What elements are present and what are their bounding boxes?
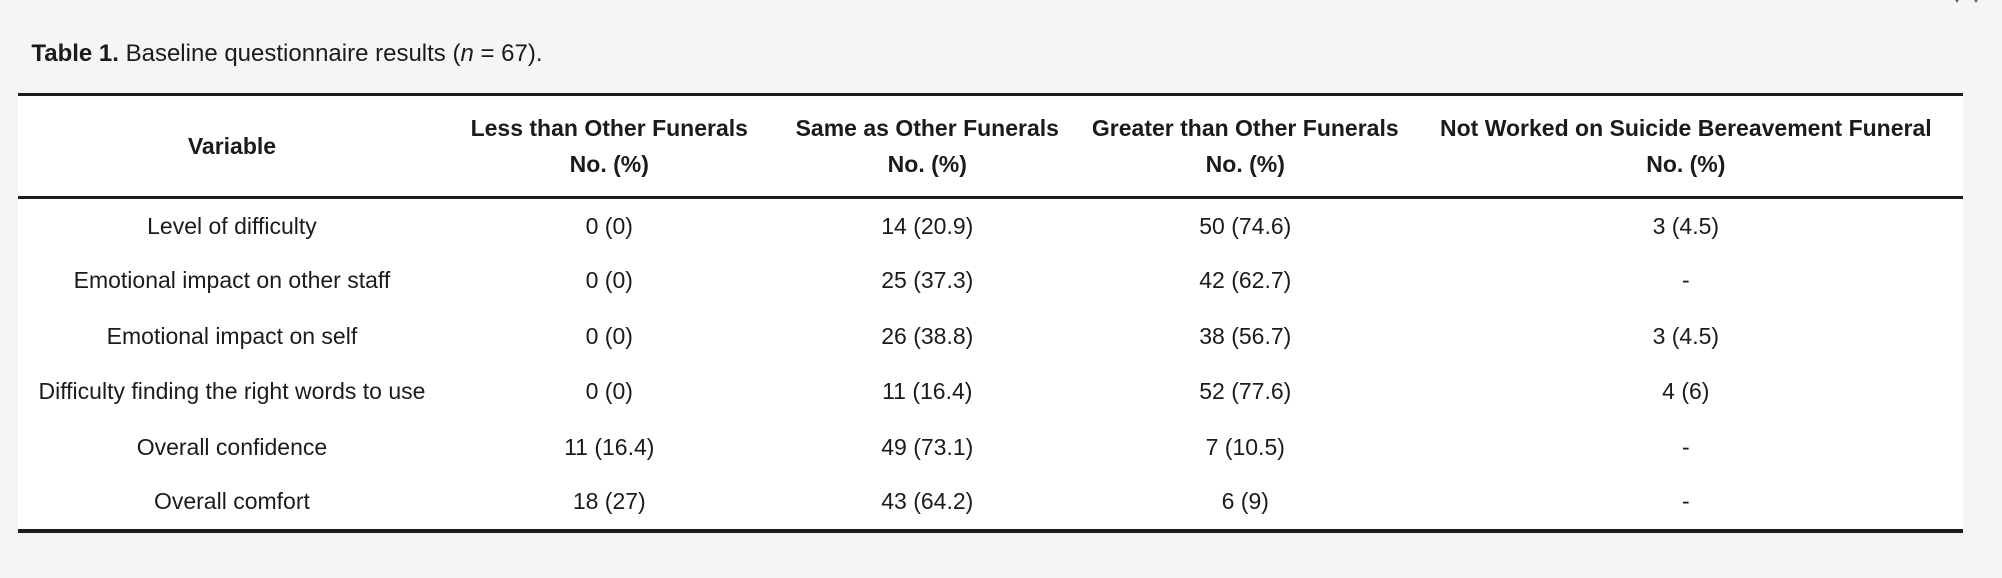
row-value-cell: 4 (6) — [1662, 378, 1710, 405]
row-value-cell: 49 (73.1) — [881, 433, 974, 460]
arrow-down-icon — [1951, 0, 1963, 3]
column-header-sub: No. (%) — [1205, 151, 1285, 177]
table-caption-text: Baseline questionnaire results ( — [118, 40, 461, 67]
table-row: Level of difficulty 0 (0) 14 (20.9) 50 (74.… — [18, 198, 1963, 254]
row-value-cell: - — [1681, 488, 1690, 515]
column-header-sub: No. (%) — [569, 151, 649, 177]
column-header-label: Greater than Other Funerals — [1091, 115, 1399, 141]
table-row: Difficulty finding the right words to us… — [18, 364, 1963, 420]
row-value-cell: 38 (56.7) — [1199, 322, 1292, 349]
expand-icon[interactable] — [1951, 0, 1982, 3]
table-caption-n-var: n — [460, 40, 474, 67]
row-value-cell: 26 (38.8) — [881, 322, 974, 349]
row-variable-cell: Difficulty finding the right words to us… — [38, 378, 426, 405]
data-table: Variable Less than Other Funerals No. (%) S… — [18, 93, 1963, 533]
row-value-cell: 43 (64.2) — [881, 488, 974, 515]
row-value-cell: 25 (37.3) — [881, 267, 974, 294]
row-value-cell: 0 (0) — [585, 322, 633, 349]
column-header-sub: No. (%) — [887, 151, 967, 177]
table-caption-label: Table 1. — [31, 40, 119, 67]
column-header-sub: No. (%) — [1646, 151, 1726, 177]
row-variable-cell: Emotional impact on self — [106, 322, 358, 349]
row-variable-cell: Emotional impact on other staff — [73, 267, 391, 294]
row-value-cell: 0 (0) — [585, 378, 633, 405]
arrow-down-icon — [1970, 0, 1982, 3]
row-variable-cell: Overall comfort — [153, 488, 310, 515]
table-row: Emotional impact on other staff 0 (0) 25 (… — [18, 253, 1963, 309]
row-value-cell: 42 (62.7) — [1199, 267, 1292, 294]
column-header-label: Variable — [187, 133, 277, 159]
column-header: Less than Other Funerals No. (%) — [445, 94, 773, 199]
column-header-label: Same as Other Funerals — [795, 115, 1059, 141]
baseline-results-table: Variable Less than Other Funerals No. (%) S… — [18, 93, 1963, 533]
row-value-cell: 0 (0) — [585, 267, 633, 294]
row-value-cell: 14 (20.9) — [881, 212, 974, 239]
row-value-cell: 6 (9) — [1221, 488, 1269, 515]
table-row: Overall confidence 11 (16.4) 49 (73.1) 7 (1… — [18, 420, 1963, 476]
row-variable-cell: Overall confidence — [136, 433, 328, 460]
row-value-cell: 11 (16.4) — [882, 378, 973, 405]
column-header: Same as Other Funerals No. (%) — [772, 94, 1082, 199]
row-value-cell: 11 (16.4) — [564, 433, 655, 460]
column-header: Variable — [18, 94, 446, 199]
row-value-cell: - — [1681, 267, 1690, 294]
row-value-cell: 0 (0) — [585, 212, 633, 239]
table-row: Overall comfort 18 (27) 43 (64.2) 6 (9) - — [18, 475, 1963, 531]
table-caption-tail: = 67). — [473, 40, 543, 67]
row-value-cell: 3 (4.5) — [1652, 212, 1720, 239]
row-value-cell: 52 (77.6) — [1199, 378, 1292, 405]
header-row: Variable Less than Other Funerals No. (%) S… — [18, 94, 1963, 199]
column-header: Not Worked on Suicide Bereavement Funera… — [1408, 94, 1963, 199]
column-header-label: Less than Other Funerals — [470, 115, 748, 141]
row-value-cell: 50 (74.6) — [1199, 212, 1292, 239]
row-value-cell: - — [1681, 433, 1690, 460]
row-value-cell: 3 (4.5) — [1652, 322, 1720, 349]
row-variable-cell: Level of difficulty — [147, 212, 317, 239]
table-body: Level of difficulty 0 (0) 14 (20.9) 50 (74.… — [18, 198, 1963, 531]
table-caption: Table 1. Baseline questionnaire results … — [18, 9, 543, 69]
column-header: Greater than Other Funerals No. (%) — [1081, 94, 1409, 199]
row-value-cell: 7 (10.5) — [1205, 433, 1285, 460]
row-value-cell: 18 (27) — [572, 488, 646, 515]
column-header-label: Not Worked on Suicide Bereavement Funera… — [1440, 115, 1932, 141]
table-row: Emotional impact on self 0 (0) 26 (38.8) 38… — [18, 309, 1963, 365]
